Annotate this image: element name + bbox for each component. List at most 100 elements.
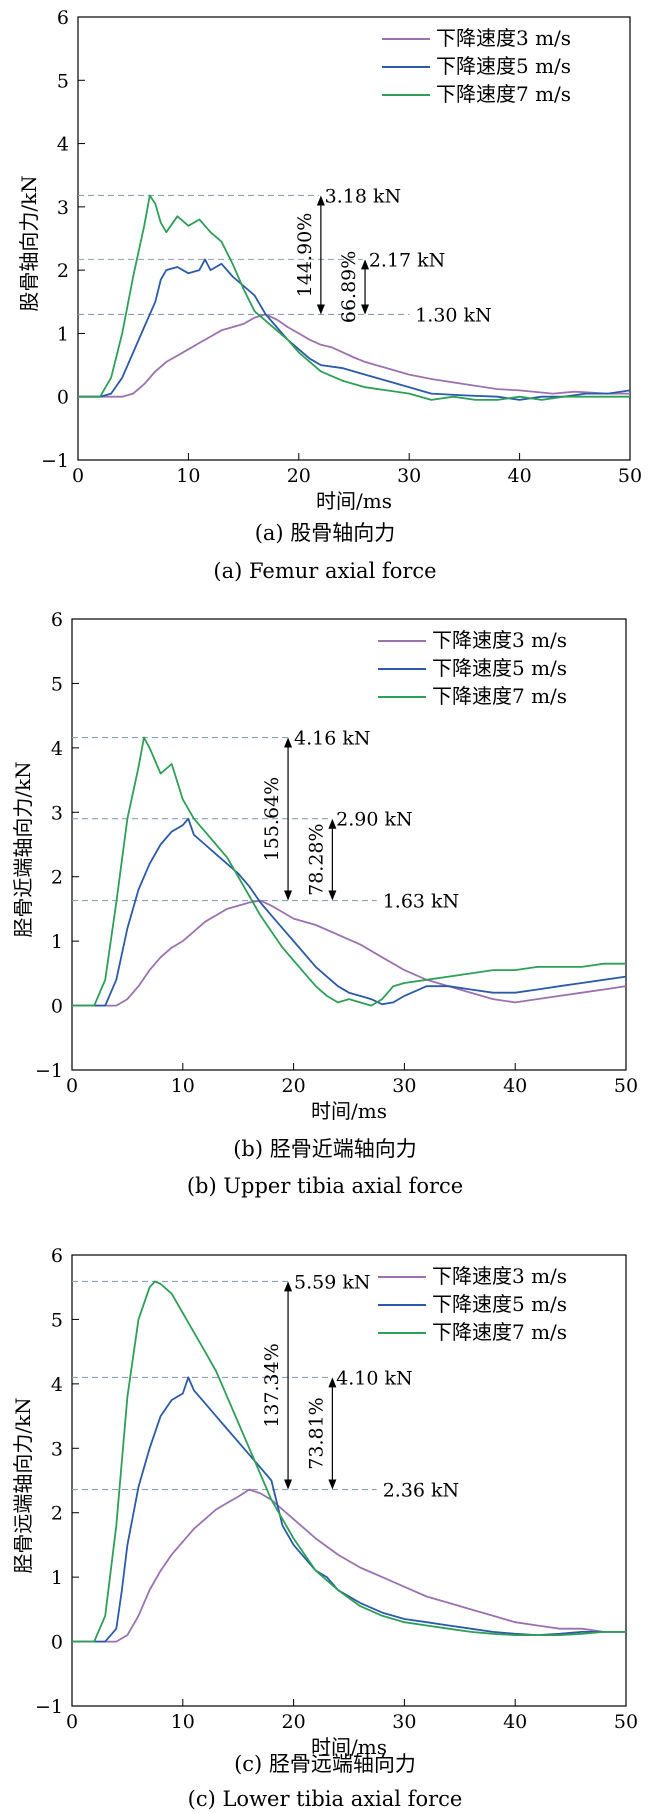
x-tick-label: 10 <box>171 1075 195 1097</box>
plot-frame <box>71 618 627 1071</box>
x-tick-label: 20 <box>282 1075 306 1097</box>
x-tick-label: 20 <box>282 1711 306 1733</box>
increase-percent-label: 66.89% <box>338 251 360 323</box>
x-tick-label: 40 <box>508 465 532 487</box>
reference-value-label: 2.17 kN <box>369 249 445 271</box>
y-tick-label: 0 <box>51 996 63 1018</box>
panel-caption-en: (b) Upper tibia axial force <box>187 1174 463 1198</box>
y-tick-label: 2 <box>57 260 69 282</box>
y-tick-label: −1 <box>35 1060 63 1082</box>
series-line-v5 <box>72 817 626 1007</box>
x-tick-label: 30 <box>392 1075 416 1097</box>
x-tick-label: 10 <box>176 465 200 487</box>
x-tick-label: 30 <box>392 1711 416 1733</box>
series-line-v7 <box>78 194 630 401</box>
reference-value-label: 3.18 kN <box>325 185 401 207</box>
panel-caption-cn: (a) 股骨轴向力 <box>255 521 396 545</box>
series-line-v7 <box>72 736 626 1007</box>
x-axis-label: 时间/ms <box>311 1099 387 1123</box>
y-tick-label: 1 <box>51 1567 63 1589</box>
series-line-v3 <box>72 1488 626 1643</box>
y-tick-label: 2 <box>51 867 63 889</box>
y-tick-label: 4 <box>57 134 69 156</box>
y-tick-label: 5 <box>57 70 69 92</box>
panel-caption-en: (c) Lower tibia axial force <box>188 1787 463 1811</box>
increase-arrow-head <box>284 1281 293 1292</box>
legend-entry-label: 下降速度5 m/s <box>436 54 571 78</box>
plot-frame <box>71 1254 627 1707</box>
y-tick-label: 5 <box>51 1309 63 1331</box>
x-tick-label: 0 <box>72 465 84 487</box>
y-tick-label: 3 <box>51 802 63 824</box>
panel-caption-cn: (c) 胫骨远端轴向力 <box>234 1752 416 1776</box>
increase-arrow-head <box>361 304 370 315</box>
increase-arrow-head <box>328 1377 337 1388</box>
series-line-v7 <box>72 1280 626 1643</box>
reference-value-label: 1.63 kN <box>383 891 459 913</box>
reference-value-label: 2.36 kN <box>383 1480 459 1502</box>
increase-arrow-head <box>316 195 325 206</box>
y-tick-label: 0 <box>51 1632 63 1654</box>
increase-percent-label: 78.28% <box>305 823 327 895</box>
increase-arrow-head <box>328 1479 337 1490</box>
legend-entry-label: 下降速度7 m/s <box>436 82 571 106</box>
y-tick-label: 0 <box>57 387 69 409</box>
plot-frame <box>77 16 631 461</box>
y-tick-label: 3 <box>51 1438 63 1460</box>
legend-entry-label: 下降速度3 m/s <box>432 628 567 652</box>
panel-caption-cn: (b) 胫骨近端轴向力 <box>233 1137 417 1161</box>
y-axis-label: 股骨轴向力/kN <box>17 175 41 311</box>
y-tick-label: 6 <box>51 1245 63 1267</box>
legend-entry-label: 下降速度7 m/s <box>432 1320 567 1344</box>
increase-arrow-head <box>328 890 337 901</box>
series-line-v5 <box>78 258 630 401</box>
increase-arrow-head <box>316 304 325 315</box>
increase-arrow-head <box>284 737 293 748</box>
y-tick-label: 5 <box>51 673 63 695</box>
y-tick-label: −1 <box>35 1696 63 1718</box>
legend-entry-label: 下降速度3 m/s <box>436 26 571 50</box>
x-tick-label: 0 <box>66 1075 78 1097</box>
y-tick-label: 6 <box>57 7 69 29</box>
increase-percent-label: 73.81% <box>305 1397 327 1469</box>
y-tick-label: 1 <box>51 931 63 953</box>
legend-entry-label: 下降速度3 m/s <box>432 1264 567 1288</box>
increase-arrow-head <box>328 818 337 829</box>
increase-arrow-head <box>284 1479 293 1490</box>
y-tick-label: 6 <box>51 609 63 631</box>
x-tick-label: 50 <box>614 1075 638 1097</box>
y-tick-label: 4 <box>51 1374 63 1396</box>
x-tick-label: 40 <box>503 1711 527 1733</box>
x-tick-label: 0 <box>66 1711 78 1733</box>
y-tick-label: 2 <box>51 1503 63 1525</box>
y-axis-label: 胫骨近端轴向力/kN <box>11 761 35 937</box>
increase-arrow-head <box>284 890 293 901</box>
legend-entry-label: 下降速度5 m/s <box>432 656 567 680</box>
y-tick-label: 3 <box>57 197 69 219</box>
increase-percent-label: 137.34% <box>261 1343 283 1428</box>
series-line-v3 <box>78 313 630 398</box>
x-tick-label: 40 <box>503 1075 527 1097</box>
x-tick-label: 50 <box>618 465 642 487</box>
increase-arrow-head <box>361 259 370 270</box>
x-tick-label: 10 <box>171 1711 195 1733</box>
panel-caption-en: (a) Femur axial force <box>213 559 436 583</box>
y-tick-label: 4 <box>51 738 63 760</box>
series-line-v5 <box>72 1376 626 1643</box>
legend-entry-label: 下降速度7 m/s <box>432 684 567 708</box>
chart-panel-b: 0 10 20 30 40 50−10123456时间/ms胫骨近端轴向力/kN4.16 … <box>11 609 638 1123</box>
reference-value-label: 2.90 kN <box>336 809 412 831</box>
reference-value-label: 4.10 kN <box>336 1367 412 1389</box>
x-axis-label: 时间/ms <box>316 489 392 513</box>
increase-percent-label: 144.90% <box>294 213 316 298</box>
x-tick-label: 50 <box>614 1711 638 1733</box>
x-tick-label: 30 <box>397 465 421 487</box>
x-axis-label: 时间/ms <box>311 1735 387 1759</box>
y-axis-label: 胫骨远端轴向力/kN <box>11 1397 35 1573</box>
reference-value-label: 1.30 kN <box>415 304 491 326</box>
legend-entry-label: 下降速度5 m/s <box>432 1292 567 1316</box>
chart-panel-c: 0 10 20 30 40 50−10123456时间/ms胫骨远端轴向力/kN5.59 … <box>11 1245 638 1759</box>
reference-value-label: 5.59 kN <box>294 1271 370 1293</box>
